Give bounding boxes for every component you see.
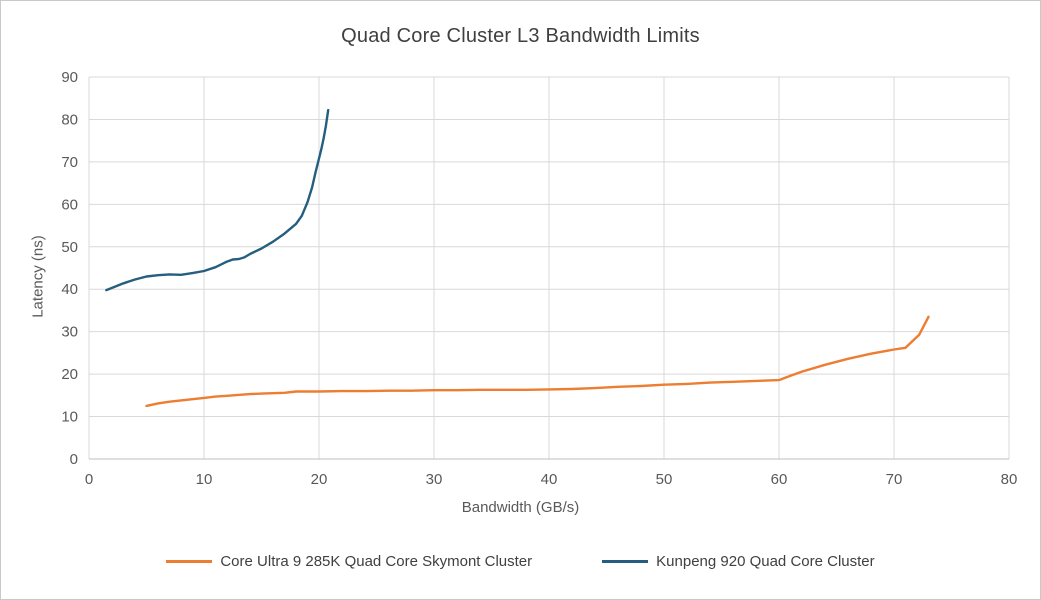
svg-text:80: 80 [1001, 471, 1018, 488]
series-lines [105, 108, 930, 408]
svg-text:40: 40 [61, 281, 78, 298]
x-tick-labels: 0 10 20 30 40 50 60 70 80 [85, 471, 1018, 488]
y-axis-title: Latency (ns) [29, 235, 47, 318]
gridlines [88, 76, 1010, 460]
svg-text:40: 40 [541, 471, 558, 488]
svg-text:10: 10 [196, 471, 213, 488]
svg-text:50: 50 [61, 239, 78, 256]
legend-line-swatch-blue [602, 560, 649, 563]
series-line-1 [105, 108, 330, 292]
svg-text:20: 20 [311, 471, 328, 488]
legend-item-skymont: Core Ultra 9 285K Quad Core Skymont Clus… [166, 553, 532, 570]
svg-text:0: 0 [70, 451, 78, 468]
y-tick-labels: 0 10 20 30 40 50 60 70 80 90 [61, 69, 78, 468]
legend-line-swatch-orange [166, 560, 213, 563]
svg-text:10: 10 [61, 409, 78, 426]
legend-item-kunpeng: Kunpeng 920 Quad Core Cluster [602, 553, 875, 570]
legend-label: Kunpeng 920 Quad Core Cluster [656, 553, 875, 570]
svg-text:70: 70 [886, 471, 903, 488]
svg-text:60: 60 [771, 471, 788, 488]
svg-text:80: 80 [61, 111, 78, 128]
svg-text:30: 30 [61, 324, 78, 341]
svg-text:60: 60 [61, 196, 78, 213]
svg-text:0: 0 [85, 471, 93, 488]
svg-text:50: 50 [656, 471, 673, 488]
svg-text:20: 20 [61, 366, 78, 383]
x-axis-title: Bandwidth (GB/s) [461, 499, 580, 516]
legend: Core Ultra 9 285K Quad Core Skymont Clus… [1, 553, 1040, 570]
svg-text:70: 70 [61, 154, 78, 171]
chart-title: Quad Core Cluster L3 Bandwidth Limits [341, 25, 700, 47]
legend-label: Core Ultra 9 285K Quad Core Skymont Clus… [220, 553, 533, 570]
svg-text:30: 30 [426, 471, 443, 488]
series-line-0 [145, 315, 930, 408]
svg-text:90: 90 [61, 69, 78, 86]
